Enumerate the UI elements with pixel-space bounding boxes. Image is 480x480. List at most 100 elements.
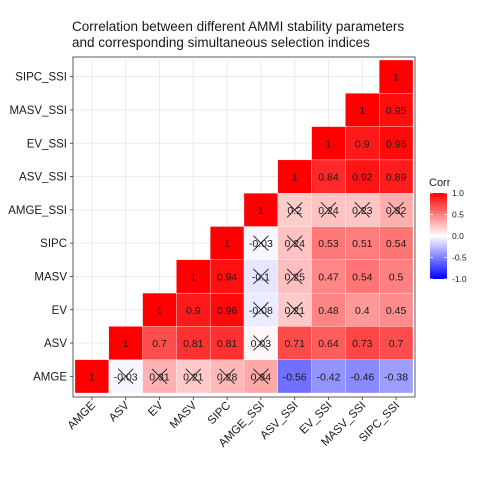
heatmap-cell [345,259,380,294]
cell-value-label: 0.54 [352,271,373,283]
y-tick-label: SIPC [40,238,67,250]
cell-value-label: 0.34 [251,371,272,383]
heatmap-cell [277,359,312,394]
legend-tick-label: 1.0 [452,188,464,198]
cell-value-label: 1 [326,138,332,150]
x-tick-label: MASV [168,399,200,431]
cell-value-label: 1 [393,72,399,84]
x-tick-label: EV [146,399,166,419]
heatmap-cell [311,226,346,260]
chart-title: Correlation between different AMMI stabi… [72,19,472,51]
insignificant-cross-mark [253,235,269,251]
cell-value-label: 0.03 [251,338,272,350]
cell-value-label: 0.92 [352,172,373,184]
insignificant-cross-mark [388,202,404,218]
insignificant-cross-mark [117,368,134,385]
heatmap-cell [379,159,414,194]
legend-tick-label: 0.0 [452,231,464,241]
heatmap-cell [379,292,414,327]
x-tick-label: SIPC [206,400,233,427]
cell-value-label: -0.08 [249,305,273,317]
cell-value-label: -0.42 [317,371,341,383]
cell-value-label: 0.45 [386,305,407,317]
heatmap-cell [176,326,211,360]
insignificant-cross-mark [253,268,269,285]
cell-value-label: 0.24 [284,238,305,250]
heatmap-cell [379,359,414,394]
legend-title: Corr [429,177,451,189]
heatmap-cell [379,93,414,127]
cell-value-label: 1 [292,172,298,184]
insignificant-cross-mark [286,301,303,318]
insignificant-cross-mark [253,301,269,318]
heatmap-cell [277,326,312,360]
cell-value-label: 0.73 [352,338,373,350]
chart-title-line-1: Correlation between different AMMI stabi… [72,19,405,34]
heatmap-cell [345,93,380,127]
cell-value-label: -0.38 [384,371,408,383]
heatmap-cell [379,126,414,161]
x-tick-label: AMGE [66,399,99,432]
heatmap-cell [210,226,245,260]
heatmap-cell [108,326,143,360]
heatmap-cell [379,259,414,294]
heatmap-cell [311,126,346,161]
cell-value-label: 0.96 [386,138,407,150]
cell-value-label: 1 [89,371,95,383]
cell-value-label: -0.03 [249,238,273,250]
legend-colorbar [430,193,447,279]
cell-value-label: 0.21 [284,305,305,317]
cell-value-label: 1 [123,338,129,350]
cell-value-label: 0.7 [389,338,404,350]
heatmap-cell [243,193,278,227]
heatmap-cell [311,159,346,194]
cell-value-label: -0.56 [283,371,307,383]
heatmap-cell [176,292,211,327]
y-tick-label: EV [52,305,68,317]
cell-value-label: 0.81 [217,338,238,350]
cell-value-label: 1 [359,105,365,117]
heatmap-cell [142,292,177,327]
legend-tick-label: 0.5 [452,210,464,220]
insignificant-cross-mark [253,368,269,385]
y-tick-label: AMGE [33,371,67,383]
heatmap-cell [345,126,380,161]
cell-value-label: -0.46 [350,371,374,383]
heatmap-cell [311,326,346,360]
legend-tick-label: -1.0 [452,274,467,284]
heatmap-cells [74,59,414,394]
cell-value-label: 0.64 [318,338,339,350]
cell-value-label: 0.48 [318,305,339,317]
cell-value-label: 0.95 [386,105,407,117]
heatmap-cell [379,226,414,260]
cell-value-label: 0.54 [386,238,407,250]
heatmap-cell [311,359,346,394]
cell-value-label: 0.96 [217,305,238,317]
cell-value-label: 0.31 [149,371,170,383]
cell-value-label: -0.1 [252,271,270,283]
cell-value-label: 0.47 [318,271,339,283]
cell-value-label: 1 [224,238,230,250]
cell-value-label: 0.81 [183,338,204,350]
cell-value-label: 1 [258,205,264,217]
cell-value-label: 0.7 [152,338,167,350]
cell-labels: 1 -0.03 1 0.31 0.7 1 0.21 0.81 0.9 1 0.28 0.81 0.96 0… [89,72,408,385]
cell-value-label: 0.84 [318,172,339,184]
insignificant-cross-mark [286,202,303,218]
heatmap-cell [277,292,312,327]
heatmap-cell [379,326,414,360]
insignificant-cross-mark [185,368,202,385]
y-tick-label: SIPC_SSI [15,72,67,84]
x-tick-label: ASV [107,399,132,424]
insignificant-cross-mark [253,335,269,351]
y-tick-label: MASV_SSI [9,105,67,117]
insignificant-cross-mark [219,368,235,385]
cell-value-label: 0.9 [186,305,201,317]
insignificant-cross-mark [151,368,168,385]
cell-value-label: 0.23 [352,205,373,217]
cell-value-label: 0.53 [318,238,339,250]
cell-value-label: 0.28 [217,371,238,383]
cell-value-label: 0.9 [355,138,370,150]
cell-value-label: 0.4 [355,305,370,317]
